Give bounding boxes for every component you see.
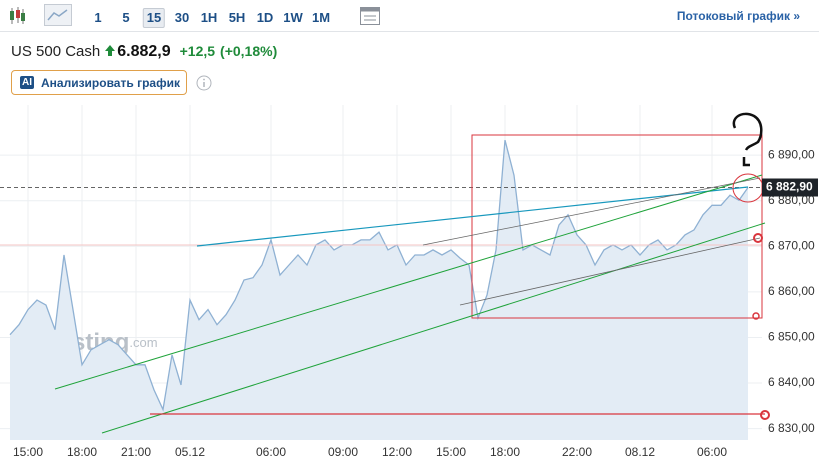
x-tick-label: 15:00 [436,445,466,459]
x-tick-label: 06:00 [256,445,286,459]
last-price-label: 6 882,90 [766,180,813,194]
handle [753,233,763,243]
channel-line [54,174,763,390]
timeframe[interactable]: 1 [94,10,102,25]
trend-line [422,177,761,246]
drawn-rectangle [471,134,763,319]
quote-header: US 500 Cash 6.882,9 +12,5 (+0,18%) [11,43,277,61]
x-tick-label: 12:00 [382,445,412,459]
x-tick-label: 05.12 [175,445,205,459]
area-fill [10,140,748,440]
watermark-suffix: .com [129,335,157,350]
instrument: US 500 Cash [11,43,101,60]
timeframe[interactable]: 30 [174,10,190,25]
y-axis: 6 830,00 6 840,00 6 850,00 6 860,00 6 870,00… [13,147,818,459]
y-tick-label: 6 860,00 [768,284,815,298]
ai-label: Анализировать график [41,75,180,90]
x-tick-label: 06:00 [697,445,727,459]
trend-line [196,186,749,247]
plot: Investing.com [0,105,762,440]
separator [0,31,819,32]
stream-link[interactable]: Потоковый график » [676,9,800,23]
hand-drawn-mark [732,112,763,167]
x-tick-label: 08.12 [625,445,655,459]
ai-badge: AI [20,76,34,89]
timeframe[interactable]: 1D [256,10,274,25]
up-arrow [105,45,116,56]
timeframe[interactable]: 15 [142,8,166,28]
handle [752,312,760,320]
timeframe[interactable]: 5 [122,10,130,25]
x-tick-label: 22:00 [562,445,592,459]
x-tick-label: 15:00 [13,445,43,459]
timeframe[interactable]: 1W [283,10,303,25]
change: +12,5 [179,43,216,59]
ai-button[interactable]: AI Анализировать график [11,70,187,95]
change-percent: (+0,18%) [220,43,278,59]
x-tick-label: 18:00 [490,445,520,459]
y-tick-label: 6 850,00 [768,330,815,344]
x-tick-label: 18:00 [67,445,97,459]
timeframe[interactable]: 1H [200,10,218,25]
y-tick-label: 6 840,00 [768,375,815,389]
price: 6.882,9 [117,43,171,60]
channel-line [101,222,766,434]
info-icon[interactable] [196,75,212,91]
timeframe[interactable]: 1M [311,10,331,25]
price-line [9,139,749,412]
y-tick-label: 6 890,00 [768,147,815,161]
layout-icon[interactable] [360,7,380,25]
handle [760,410,770,420]
area-icon[interactable] [44,4,72,26]
candle-icon[interactable] [8,6,26,26]
y-tick-label: 6 830,00 [768,421,815,435]
y-tick-label: 6 870,00 [768,238,815,252]
trend-line [459,237,761,306]
timeframe[interactable]: 5H [228,10,246,25]
x-tick-label: 21:00 [121,445,151,459]
last-price-box [762,178,818,197]
user-drawings [0,112,770,434]
x-tick-label: 09:00 [328,445,358,459]
